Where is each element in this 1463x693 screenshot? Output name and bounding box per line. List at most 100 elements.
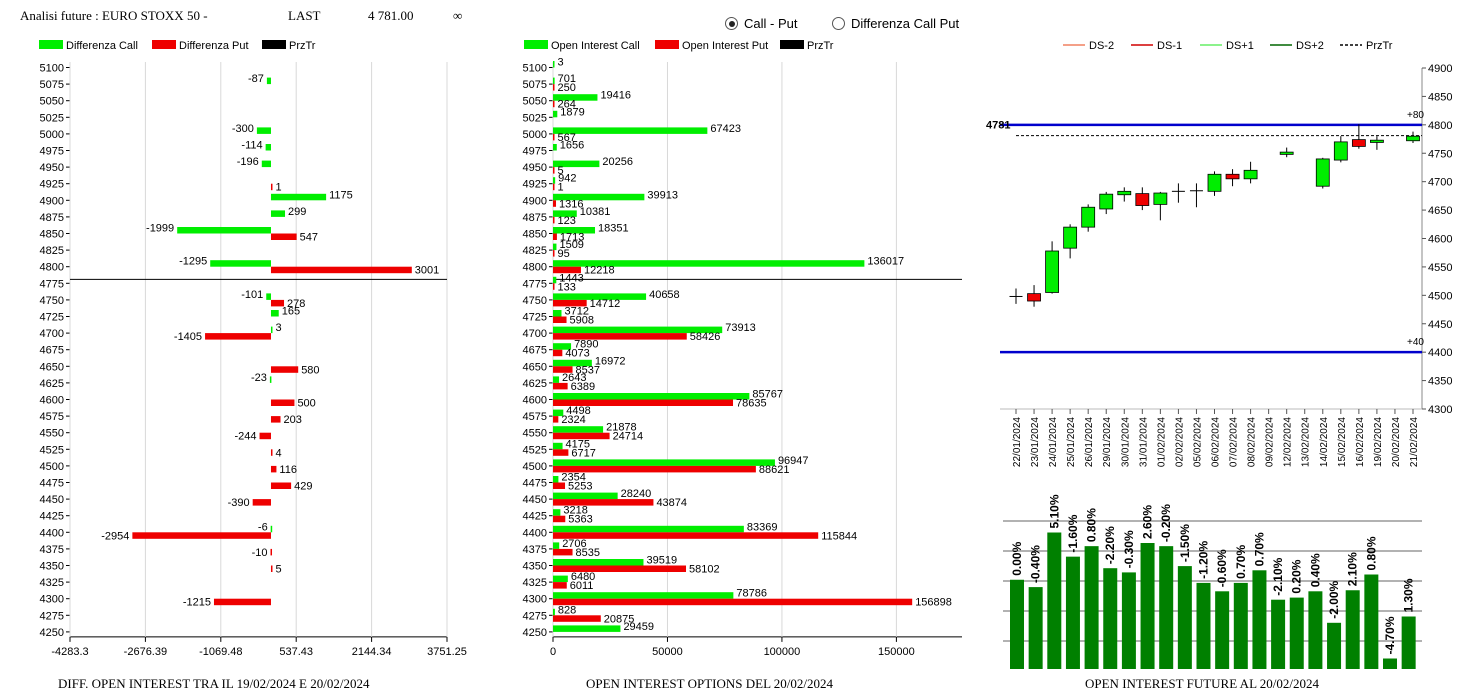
candle-x-tick-label: 21/02/2024 bbox=[1409, 417, 1420, 467]
pct-bar-label: -0.40% bbox=[1029, 545, 1043, 583]
candle-x-tick-label: 25/01/2024 bbox=[1066, 417, 1077, 467]
oi-put-label: 58426 bbox=[690, 331, 721, 343]
oi-put-label: 6717 bbox=[571, 447, 595, 459]
pct-bar-label: 1.30% bbox=[1402, 578, 1416, 612]
pct-bar-label: 2.10% bbox=[1346, 552, 1360, 586]
diff-y-tick-label: 4625 bbox=[40, 378, 64, 390]
candle-x-tick-label: 06/02/2024 bbox=[1211, 417, 1222, 467]
oi-y-tick-label: 4550 bbox=[523, 428, 547, 440]
oi-y-tick-label: 4350 bbox=[523, 561, 547, 573]
candle-up bbox=[1315, 158, 1330, 187]
oi-y-tick-label: 5000 bbox=[523, 129, 547, 141]
oi-call-bar bbox=[553, 525, 744, 533]
candle-y-tick-label: 4500 bbox=[1428, 290, 1452, 302]
pct-bar-label: -2.20% bbox=[1103, 526, 1117, 564]
oi-call-bar bbox=[553, 144, 557, 151]
oi-y-tick-label: 4400 bbox=[523, 527, 547, 539]
oi-call-label: 83369 bbox=[747, 521, 778, 533]
oi-y-tick-label: 4725 bbox=[523, 312, 547, 324]
pct-bar bbox=[1140, 543, 1155, 669]
oi-put-bar bbox=[553, 382, 568, 390]
diff-y-tick-label: 4950 bbox=[40, 162, 64, 174]
candle-up bbox=[1117, 190, 1132, 196]
legend-diff-put-label: Differenza Put bbox=[179, 40, 249, 52]
candle-up bbox=[1370, 139, 1384, 143]
diff-y-tick-label: 4975 bbox=[40, 146, 64, 158]
oi-call-label: 39519 bbox=[646, 555, 677, 567]
oi-put-bar bbox=[553, 167, 555, 174]
candle-down bbox=[1351, 139, 1366, 147]
radio-dot-icon[interactable] bbox=[725, 17, 738, 30]
legend-oi-put-swatch bbox=[655, 40, 679, 49]
diff-call-label: -1999 bbox=[146, 223, 174, 235]
last-label: LAST bbox=[288, 8, 321, 23]
oi-call-bar bbox=[553, 260, 865, 267]
oi-put-label: 6011 bbox=[570, 580, 594, 592]
radio-differenza[interactable]: Differenza Call Put bbox=[832, 16, 959, 31]
pct-bar bbox=[1345, 590, 1360, 669]
oi-y-tick-label: 4475 bbox=[523, 478, 547, 490]
oi-call-label: 136017 bbox=[867, 256, 904, 268]
oi-y-tick-label: 4325 bbox=[523, 577, 547, 589]
diff-y-tick-label: 4700 bbox=[40, 328, 64, 340]
oi-call-label: 2643 bbox=[562, 372, 586, 384]
pct-bar bbox=[1401, 616, 1416, 669]
candle-y-tick-label: 4750 bbox=[1428, 148, 1452, 160]
oi-call-bar bbox=[553, 227, 596, 234]
oi-call-bar bbox=[553, 442, 563, 450]
diff-y-tick-label: 4550 bbox=[40, 428, 64, 440]
oi-call-bar bbox=[553, 110, 558, 118]
oi-put-label: 6389 bbox=[571, 381, 595, 393]
oi-call-label: 2706 bbox=[562, 538, 586, 550]
diff-y-tick-label: 4875 bbox=[40, 212, 64, 224]
candle-y-tick-label: 4350 bbox=[1428, 376, 1452, 388]
oi-put-bar bbox=[553, 84, 555, 91]
radio-dot-icon[interactable] bbox=[832, 17, 845, 30]
oi-call-label: 28240 bbox=[621, 488, 652, 500]
pct-bar bbox=[1383, 658, 1397, 669]
oi-y-tick-label: 4300 bbox=[523, 594, 547, 606]
pct-bar bbox=[1084, 546, 1099, 669]
pct-bar bbox=[1308, 591, 1323, 669]
diff-y-tick-label: 4300 bbox=[40, 594, 64, 606]
oi-put-bar bbox=[553, 283, 555, 290]
diff-put-bar bbox=[270, 299, 285, 307]
diff-call-bar bbox=[269, 376, 272, 383]
oi-put-bar bbox=[553, 565, 687, 572]
candle-price-label: 4781 bbox=[986, 120, 1010, 132]
diff-put-label: 278 bbox=[287, 298, 305, 310]
candle-x-tick-label: 07/02/2024 bbox=[1229, 417, 1240, 467]
diff-call-bar bbox=[261, 160, 271, 168]
diff-put-bar bbox=[270, 266, 412, 274]
oi-x-tick-label: 0 bbox=[550, 646, 556, 658]
candle-x-tick-label: 15/02/2024 bbox=[1337, 417, 1348, 467]
candle-level-label: +40 bbox=[1407, 337, 1424, 348]
candle-x-tick-label: 19/02/2024 bbox=[1373, 417, 1384, 467]
oi-call-bar bbox=[553, 94, 598, 101]
oi-call-bar bbox=[553, 276, 557, 284]
oi-put-label: 20875 bbox=[604, 613, 635, 625]
oi-put-bar bbox=[553, 416, 559, 423]
diff-put-bar bbox=[132, 532, 271, 539]
oi-put-label: 5363 bbox=[568, 514, 592, 526]
oi-y-tick-label: 4250 bbox=[523, 627, 547, 639]
oi-call-label: 18351 bbox=[598, 223, 629, 235]
last-value: 4 781.00 bbox=[368, 8, 414, 23]
diff-put-label: 500 bbox=[297, 398, 315, 410]
diff-y-tick-label: 5100 bbox=[40, 63, 64, 75]
pct-bar bbox=[1271, 599, 1286, 669]
candle-x-tick-label: 31/01/2024 bbox=[1138, 417, 1149, 467]
radio-call-put[interactable]: Call - Put bbox=[725, 16, 797, 31]
oi-put-bar bbox=[553, 432, 610, 440]
legend-prztr-mid-swatch bbox=[780, 40, 804, 49]
diff-call-label: -23 bbox=[251, 372, 267, 384]
diff-put-bar bbox=[205, 333, 271, 340]
oi-put-bar bbox=[553, 216, 555, 224]
candle-y-tick-label: 4800 bbox=[1428, 120, 1452, 132]
candle-y-tick-label: 4900 bbox=[1428, 63, 1452, 75]
oi-call-bar bbox=[553, 127, 708, 134]
oi-call-label: 1879 bbox=[560, 106, 584, 118]
diff-put-label: -244 bbox=[235, 431, 257, 443]
oi-put-label: 43874 bbox=[656, 497, 687, 509]
diff-call-bar bbox=[210, 260, 271, 267]
